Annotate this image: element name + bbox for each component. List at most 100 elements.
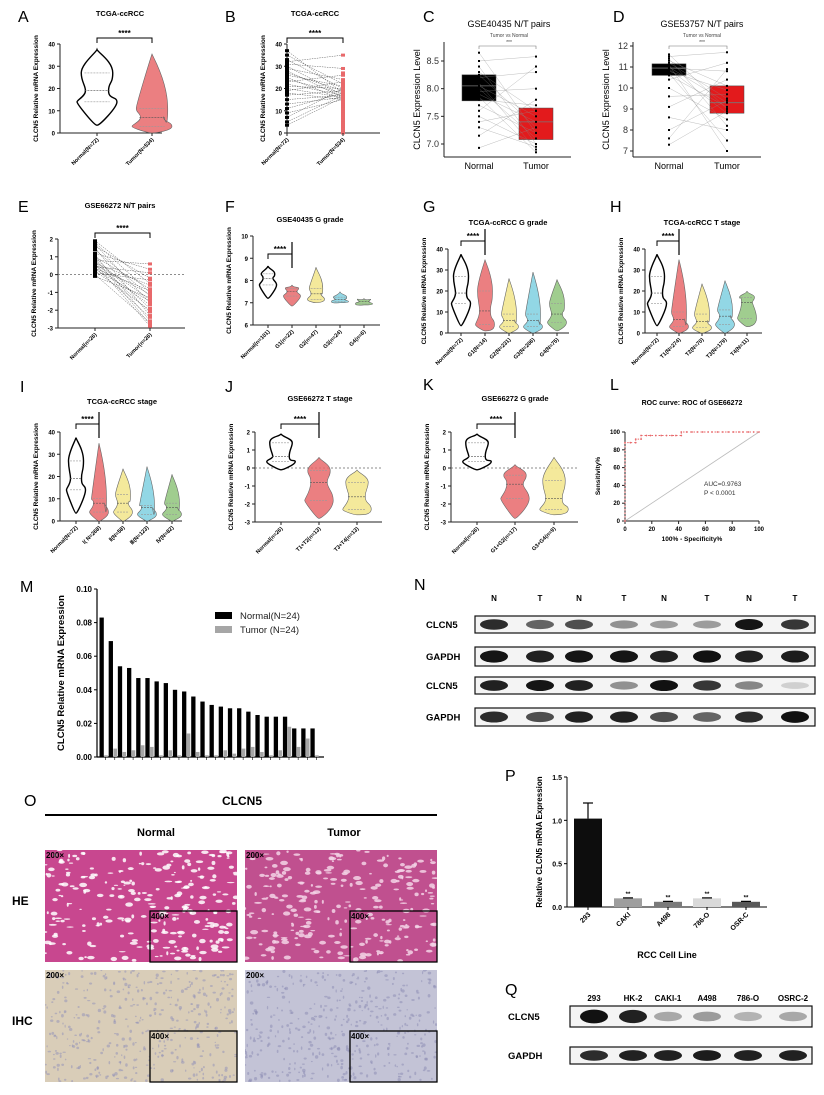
data-point — [726, 61, 728, 64]
data-point — [478, 71, 480, 74]
significance-bracket — [267, 253, 292, 259]
tissue-texture — [382, 856, 386, 861]
bar-tumor — [205, 755, 209, 757]
bar — [614, 898, 642, 907]
data-point — [478, 126, 480, 129]
panel-letter-N: N — [414, 577, 426, 594]
tissue-texture — [124, 917, 132, 922]
roc-point — [645, 434, 648, 437]
tissue-texture — [125, 1048, 128, 1051]
blot-band — [610, 711, 638, 723]
data-point-tumor — [341, 100, 345, 104]
tissue-texture — [301, 1074, 304, 1078]
tissue-texture — [340, 878, 347, 882]
tissue-texture — [358, 1032, 363, 1035]
tissue-texture — [61, 1014, 64, 1018]
tissue-texture — [209, 879, 216, 882]
bar — [693, 898, 721, 907]
data-point-tumor — [148, 298, 152, 302]
x-tick-label: G1(N=14) — [467, 337, 489, 359]
tissue-texture — [71, 1044, 74, 1048]
data-point-tumor — [341, 102, 345, 106]
tissue-texture — [212, 874, 217, 879]
chart-title: GSE40435 G grade — [276, 215, 343, 224]
data-point-tumor — [341, 80, 345, 84]
y-tick-label: 10 — [241, 235, 248, 241]
tissue-texture — [401, 989, 405, 993]
tissue-texture — [184, 987, 188, 991]
tissue-texture — [161, 850, 169, 854]
blot-band — [580, 1050, 608, 1061]
tissue-texture — [289, 1022, 293, 1025]
roc-point — [758, 431, 760, 433]
tissue-texture — [398, 857, 402, 860]
panel-letter-J: J — [225, 379, 233, 396]
blot-band — [526, 680, 554, 691]
pair-line — [94, 245, 151, 279]
tissue-texture — [359, 888, 366, 890]
panel-letter-C: C — [423, 9, 435, 26]
y-tick-label: 8.5 — [426, 56, 439, 66]
blot-band — [610, 650, 638, 663]
tissue-texture — [402, 919, 406, 921]
tissue-texture — [162, 946, 171, 949]
pair-line — [478, 88, 537, 139]
tissue-texture — [177, 978, 180, 980]
significance-label: *** — [699, 40, 705, 46]
blot-band — [693, 680, 721, 691]
tissue-texture — [138, 862, 142, 865]
tissue-texture — [357, 976, 360, 979]
tissue-texture — [223, 926, 227, 929]
tissue-texture — [118, 951, 126, 953]
tissue-texture — [162, 991, 166, 995]
tissue-texture — [270, 1015, 273, 1019]
y-tick-label: 40 — [48, 43, 55, 49]
tissue-texture — [267, 1036, 270, 1039]
tissue-texture — [415, 1014, 417, 1016]
tissue-texture — [219, 851, 227, 854]
tissue-texture — [386, 854, 389, 858]
tissue-texture — [46, 1045, 48, 1048]
tissue-texture — [105, 919, 113, 923]
tissue-texture — [75, 1014, 78, 1016]
tissue-texture — [102, 1048, 104, 1052]
pair-line — [478, 71, 537, 78]
tissue-texture — [323, 1005, 328, 1007]
bar-normal — [237, 708, 242, 757]
bar-tumor — [232, 753, 237, 757]
blot-band — [735, 681, 763, 690]
tissue-texture — [421, 971, 424, 975]
tissue-texture — [386, 1016, 389, 1021]
tissue-texture — [103, 1010, 107, 1014]
tissue-texture — [171, 914, 180, 916]
data-point — [535, 55, 537, 58]
tissue-texture — [330, 878, 338, 881]
bar-tumor — [186, 733, 191, 757]
tissue-texture — [202, 979, 206, 982]
tissue-texture — [430, 902, 435, 905]
tissue-texture — [286, 850, 289, 853]
tissue-texture — [315, 870, 322, 875]
tissue-texture — [277, 1045, 282, 1048]
tissue-texture — [118, 1068, 122, 1072]
y-tick-label: 40 — [633, 248, 640, 254]
violin — [65, 437, 87, 514]
tissue-texture — [227, 1008, 232, 1013]
tissue-texture — [336, 853, 340, 858]
tissue-texture — [339, 928, 342, 931]
significance-label: **** — [309, 29, 322, 38]
tissue-texture — [173, 1026, 176, 1028]
y-tick-label: 0 — [52, 132, 56, 138]
y-tick-label: 30 — [48, 453, 55, 459]
tissue-texture — [359, 1057, 363, 1060]
y-tick-label: 0.08 — [76, 619, 92, 628]
lane-label: 293 — [587, 994, 601, 1003]
x-tick-label: Normal(N=72) — [50, 525, 80, 555]
tissue-texture — [365, 977, 368, 980]
bar-normal — [182, 691, 187, 757]
tissue-texture — [188, 882, 194, 887]
tissue-texture — [181, 905, 188, 909]
tissue-texture — [256, 1038, 260, 1040]
data-point-tumor — [148, 283, 152, 287]
panel-letter-G: G — [423, 199, 435, 216]
